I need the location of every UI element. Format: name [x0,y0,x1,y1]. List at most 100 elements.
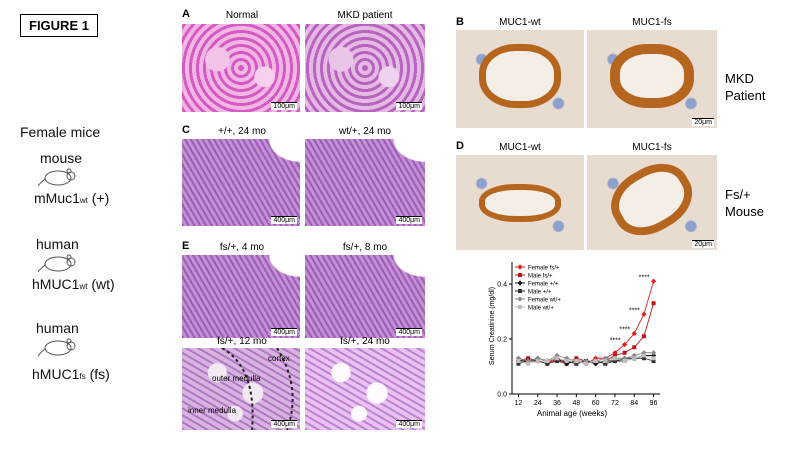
x-tick-label: 60 [592,400,600,407]
genotype: hMUC1wt (wt) [32,276,115,292]
significance: **** [629,307,640,314]
region-label: outer medulla [212,374,261,383]
legend-label: Male wt/+ [528,305,554,311]
data-point [631,330,637,337]
legend-label: Male fs/+ [528,273,553,279]
legend-label: Female wt/+ [528,297,561,303]
allele: (+) [91,190,110,206]
data-point [632,356,637,361]
stained-tubule [600,155,704,248]
gene-sub: wt [79,282,88,291]
ihc-image: 20μm [587,30,717,128]
mouse-icon [38,338,76,357]
y-tick-label: 0.0 [497,392,507,399]
legend-marker [518,289,522,293]
gene-sub: wt [79,196,88,205]
scale-bar: 400μm [271,216,297,224]
panel-letter: D [456,140,464,152]
data-point [612,359,617,363]
histology-image: 400μm [305,139,425,226]
scale-bar: 100μm [271,102,297,110]
panel-letter: A [182,8,190,20]
legend-marker [517,280,523,286]
scale-bar: 400μm [396,420,422,428]
panel-letter: E [182,240,190,252]
data-point [650,278,657,284]
scale-bar: 400μm [396,328,422,336]
image-label: Normal [225,10,259,21]
region-label: cortex [268,354,290,363]
histology-image: 100μm [182,24,300,112]
gene: mMuc1 [34,190,80,206]
image-label: fs/+, 12 mo [217,336,267,347]
row-label: Fs/+ Mouse [725,187,765,219]
data-point [632,345,637,350]
x-tick-label: 84 [630,400,638,407]
data-point [602,355,608,361]
histology-image: 400μm [305,255,425,338]
ihc-image [456,30,584,128]
stained-tubule [479,43,561,109]
gene: hMUC1 [32,276,80,292]
x-tick-label: 72 [611,400,619,407]
data-point [535,359,540,363]
stained-tubule [479,183,561,222]
chart: Animal age (weeks) Serum Creatinine (mg/… [489,262,660,418]
significance: **** [610,338,621,345]
legend-label: Male +/+ [528,289,552,295]
species: human [36,236,79,252]
image-label: fs/+, 8 mo [342,242,388,253]
mouse-icon [38,168,76,187]
data-point [612,356,617,361]
row-label: MKD Patient [725,71,766,103]
x-tick-label: 24 [534,400,542,407]
data-point [650,350,657,356]
data-point [526,356,531,361]
data-point [555,356,560,361]
y-axis-title: Serum Creatinine (mg/dl) [489,287,496,365]
x-tick-label: 12 [515,400,523,407]
data-point [603,359,608,363]
scale-bar: 20μm [692,240,714,248]
histology-image: 100μm [305,24,425,112]
data-point [603,361,608,366]
data-point [555,359,560,363]
x-axis-title: Animal age (weeks) [537,409,608,418]
ihc-image [456,155,584,250]
scale-bar: 20μm [692,118,714,126]
histology-image: 400μm [305,348,425,430]
legend-marker [518,305,522,309]
panel-letter: B [456,16,464,28]
data-point [545,361,550,366]
scale-bar: 400μm [271,420,297,428]
image-label: MKD patient [337,10,393,21]
scale-bar: 400μm [396,216,422,224]
data-point [545,359,550,363]
data-point [641,356,646,361]
data-point [584,361,588,366]
data-point [516,361,521,366]
x-tick-label: 36 [553,400,561,407]
allele: (wt) [91,276,115,292]
y-tick-label: 0.2 [497,337,507,344]
mice-heading: Female mice [20,124,101,140]
gene: hMUC1 [32,366,80,382]
data-point [641,334,646,339]
legend-label: Female fs/+ [528,265,560,271]
data-point [515,355,522,361]
image-label: wt/+, 24 mo [339,126,391,137]
image-label: fs/+, 4 mo [219,242,265,253]
data-point [574,361,579,366]
data-point [564,359,569,363]
data-point [593,359,598,363]
scale-bar: 400μm [271,328,297,336]
y-tick-label: 0.4 [497,282,507,289]
legend-marker [517,296,523,302]
data-point [574,356,579,361]
histology-image: 400μm [182,255,300,338]
legend-marker [517,264,523,270]
data-point [641,311,647,317]
data-point [622,341,628,348]
data-point [651,359,656,363]
